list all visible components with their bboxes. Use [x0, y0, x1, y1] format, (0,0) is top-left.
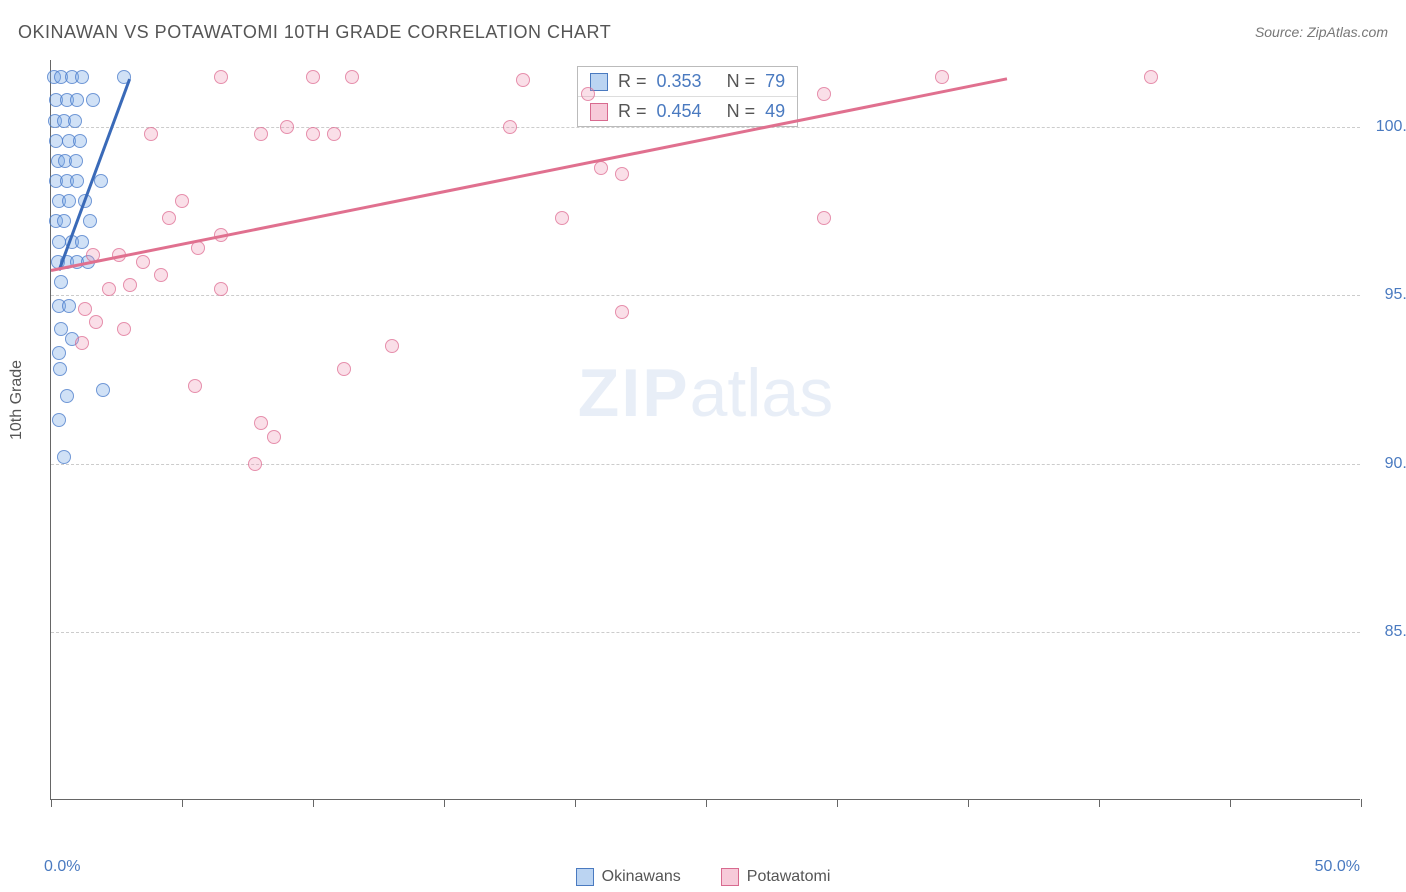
x-tick	[51, 799, 52, 807]
data-point	[94, 174, 108, 188]
data-point	[75, 235, 89, 249]
data-point	[62, 299, 76, 313]
data-point	[503, 120, 517, 134]
y-tick-label: 100.0%	[1370, 118, 1406, 136]
data-point	[337, 362, 351, 376]
data-point	[89, 315, 103, 329]
x-tick	[575, 799, 576, 807]
data-point	[96, 383, 110, 397]
gridline	[51, 464, 1360, 465]
data-point	[75, 336, 89, 350]
gridline	[51, 295, 1360, 296]
data-point	[615, 167, 629, 181]
legend-item-potawatomi: Potawatomi	[721, 868, 831, 886]
data-point	[69, 154, 83, 168]
data-point	[280, 120, 294, 134]
data-point	[70, 174, 84, 188]
x-tick	[444, 799, 445, 807]
data-point	[214, 70, 228, 84]
legend-swatch-potawatomi-icon	[721, 868, 739, 886]
data-point	[162, 211, 176, 225]
data-point	[935, 70, 949, 84]
data-point	[1144, 70, 1158, 84]
x-tick	[706, 799, 707, 807]
data-point	[62, 194, 76, 208]
data-point	[102, 282, 116, 296]
gridline	[51, 127, 1360, 128]
data-point	[254, 416, 268, 430]
stats-row-potawatomi: R = 0.454 N = 49	[578, 96, 797, 126]
swatch-potawatomi-icon	[590, 103, 608, 121]
y-tick-label: 85.0%	[1370, 623, 1406, 641]
data-point	[70, 93, 84, 107]
data-point	[144, 127, 158, 141]
data-point	[594, 161, 608, 175]
data-point	[53, 362, 67, 376]
data-point	[60, 389, 74, 403]
data-point	[52, 235, 66, 249]
gridline	[51, 632, 1360, 633]
x-tick	[1361, 799, 1362, 807]
data-point	[49, 134, 63, 148]
data-point	[817, 87, 831, 101]
x-tick	[968, 799, 969, 807]
data-point	[52, 346, 66, 360]
chart-title: OKINAWAN VS POTAWATOMI 10TH GRADE CORREL…	[18, 22, 611, 43]
data-point	[75, 70, 89, 84]
stats-row-okinawans: R = 0.353 N = 79	[578, 67, 797, 96]
x-tick	[182, 799, 183, 807]
data-point	[83, 214, 97, 228]
x-tick	[1230, 799, 1231, 807]
y-axis-label: 10th Grade	[8, 360, 26, 440]
data-point	[123, 278, 137, 292]
trend-line	[51, 77, 1008, 272]
data-point	[385, 339, 399, 353]
data-point	[175, 194, 189, 208]
data-point	[68, 114, 82, 128]
data-point	[52, 413, 66, 427]
data-point	[345, 70, 359, 84]
x-tick	[313, 799, 314, 807]
data-point	[73, 134, 87, 148]
correlation-stats-box: R = 0.353 N = 79 R = 0.454 N = 49	[577, 66, 798, 127]
y-tick-label: 90.0%	[1370, 455, 1406, 473]
data-point	[306, 127, 320, 141]
y-tick-label: 95.0%	[1370, 286, 1406, 304]
data-point	[57, 450, 71, 464]
data-point	[78, 302, 92, 316]
scatter-plot-area: ZIPatlas R = 0.353 N = 79 R = 0.454 N = …	[50, 60, 1360, 800]
data-point	[57, 214, 71, 228]
watermark: ZIPatlas	[578, 354, 833, 432]
data-point	[188, 379, 202, 393]
legend-swatch-okinawans-icon	[576, 868, 594, 886]
data-point	[581, 87, 595, 101]
data-point	[254, 127, 268, 141]
data-point	[267, 430, 281, 444]
data-point	[327, 127, 341, 141]
x-tick	[837, 799, 838, 807]
legend-item-okinawans: Okinawans	[576, 868, 681, 886]
data-point	[555, 211, 569, 225]
data-point	[54, 275, 68, 289]
data-point	[117, 322, 131, 336]
x-tick	[1099, 799, 1100, 807]
data-point	[214, 282, 228, 296]
data-point	[615, 305, 629, 319]
data-point	[86, 93, 100, 107]
data-point	[817, 211, 831, 225]
data-point	[154, 268, 168, 282]
data-point	[516, 73, 530, 87]
data-point	[248, 457, 262, 471]
legend: Okinawans Potawatomi	[0, 868, 1406, 886]
data-point	[136, 255, 150, 269]
source-credit: Source: ZipAtlas.com	[1255, 24, 1388, 40]
data-point	[306, 70, 320, 84]
